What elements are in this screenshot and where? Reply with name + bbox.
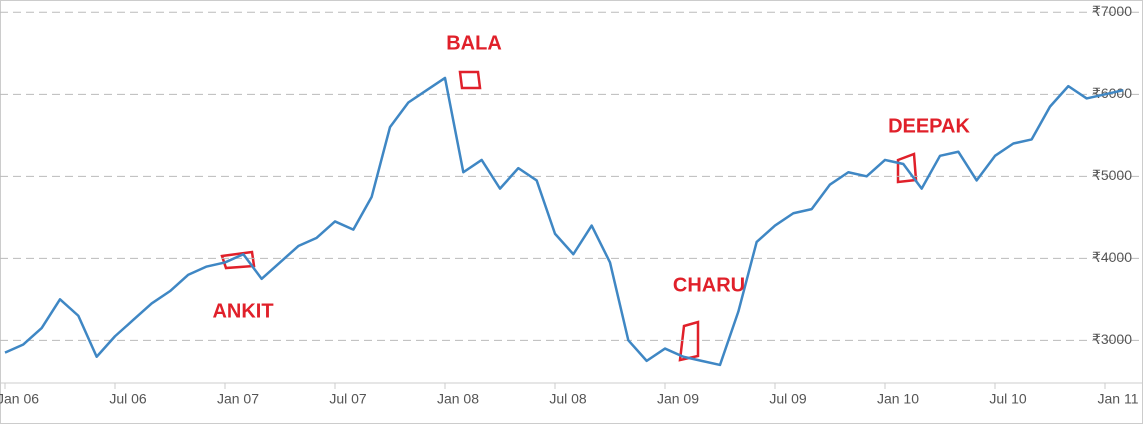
x-tick-label: Jan 08 <box>437 391 479 407</box>
x-tick-label: Jul 07 <box>329 391 367 407</box>
x-tick-label: Jan 07 <box>217 391 259 407</box>
y-tick-label: ₹5000 <box>1092 167 1132 183</box>
annotation: CHARU <box>673 274 745 296</box>
x-tick-label: Jul 06 <box>109 391 147 407</box>
y-tick-label: ₹7000 <box>1092 3 1132 19</box>
annotation: BALA <box>446 32 502 54</box>
circle-charu <box>678 320 700 362</box>
annotation: ANKIT <box>212 300 273 322</box>
x-tick-label: Jan 11 <box>1098 391 1139 407</box>
x-tick-label: Jul 10 <box>989 391 1027 407</box>
x-tick-label: Jul 09 <box>769 391 807 407</box>
y-tick-label: ₹4000 <box>1092 249 1132 265</box>
annotation: DEEPAK <box>888 115 970 137</box>
x-tick-label: Jan 09 <box>657 391 699 407</box>
x-tick-label: Jan 10 <box>877 391 919 407</box>
x-tick-label: Jul 08 <box>549 391 587 407</box>
x-tick-label: Jan 06 <box>0 391 39 407</box>
circle-ankit <box>220 250 256 270</box>
circle-bala <box>458 70 482 90</box>
line-series <box>4 76 1124 367</box>
y-tick-label: ₹3000 <box>1092 331 1132 347</box>
